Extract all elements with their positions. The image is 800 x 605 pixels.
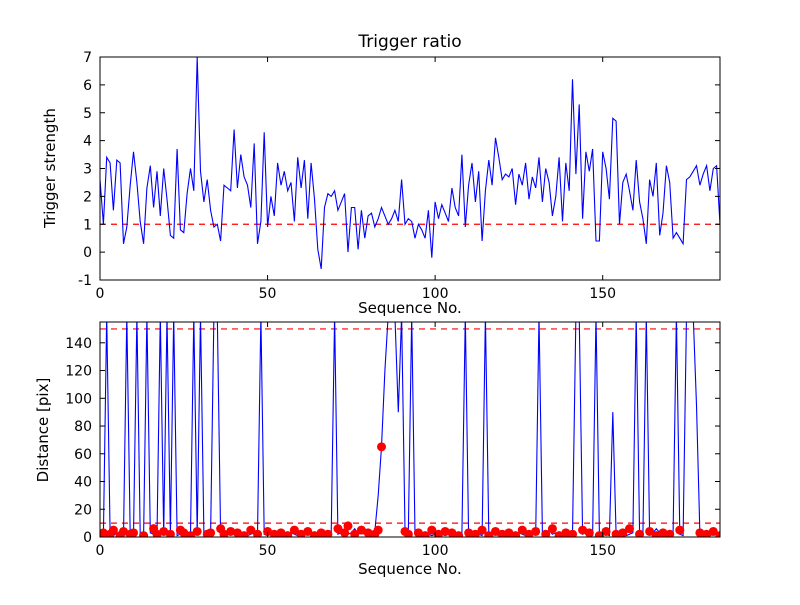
svg-text:60: 60 — [74, 447, 92, 463]
top-ylabel: Trigger strength — [41, 108, 59, 229]
top-xlabel: Sequence No. — [358, 299, 462, 317]
svg-text:100: 100 — [65, 391, 92, 407]
bottom-ylabel: Distance [pix] — [34, 378, 52, 483]
svg-text:3: 3 — [83, 162, 92, 178]
bottom-xlabel: Sequence No. — [358, 560, 462, 578]
svg-text:7: 7 — [83, 50, 92, 66]
svg-text:80: 80 — [74, 419, 92, 435]
svg-text:-1: -1 — [78, 273, 92, 289]
svg-text:2: 2 — [83, 189, 92, 205]
svg-text:150: 150 — [589, 286, 616, 302]
svg-text:0: 0 — [96, 286, 105, 302]
svg-text:0: 0 — [83, 245, 92, 261]
bottom-plot-area: 0 50 100 150 0 20 40 60 80 100 120 140 — [65, 321, 721, 559]
svg-text:140: 140 — [65, 336, 92, 352]
svg-text:5: 5 — [83, 106, 92, 122]
svg-text:6: 6 — [83, 78, 92, 94]
svg-text:20: 20 — [74, 502, 92, 518]
top-chart-title: Trigger ratio — [357, 32, 461, 52]
svg-text:120: 120 — [65, 364, 92, 380]
svg-text:0: 0 — [83, 530, 92, 546]
svg-text:40: 40 — [74, 475, 92, 491]
svg-text:4: 4 — [83, 134, 92, 150]
svg-text:1: 1 — [83, 217, 92, 233]
svg-text:150: 150 — [589, 543, 616, 559]
svg-text:50: 50 — [259, 543, 277, 559]
svg-text:50: 50 — [259, 286, 277, 302]
svg-text:100: 100 — [422, 543, 449, 559]
svg-text:0: 0 — [96, 543, 105, 559]
svg-text:100: 100 — [422, 286, 449, 302]
